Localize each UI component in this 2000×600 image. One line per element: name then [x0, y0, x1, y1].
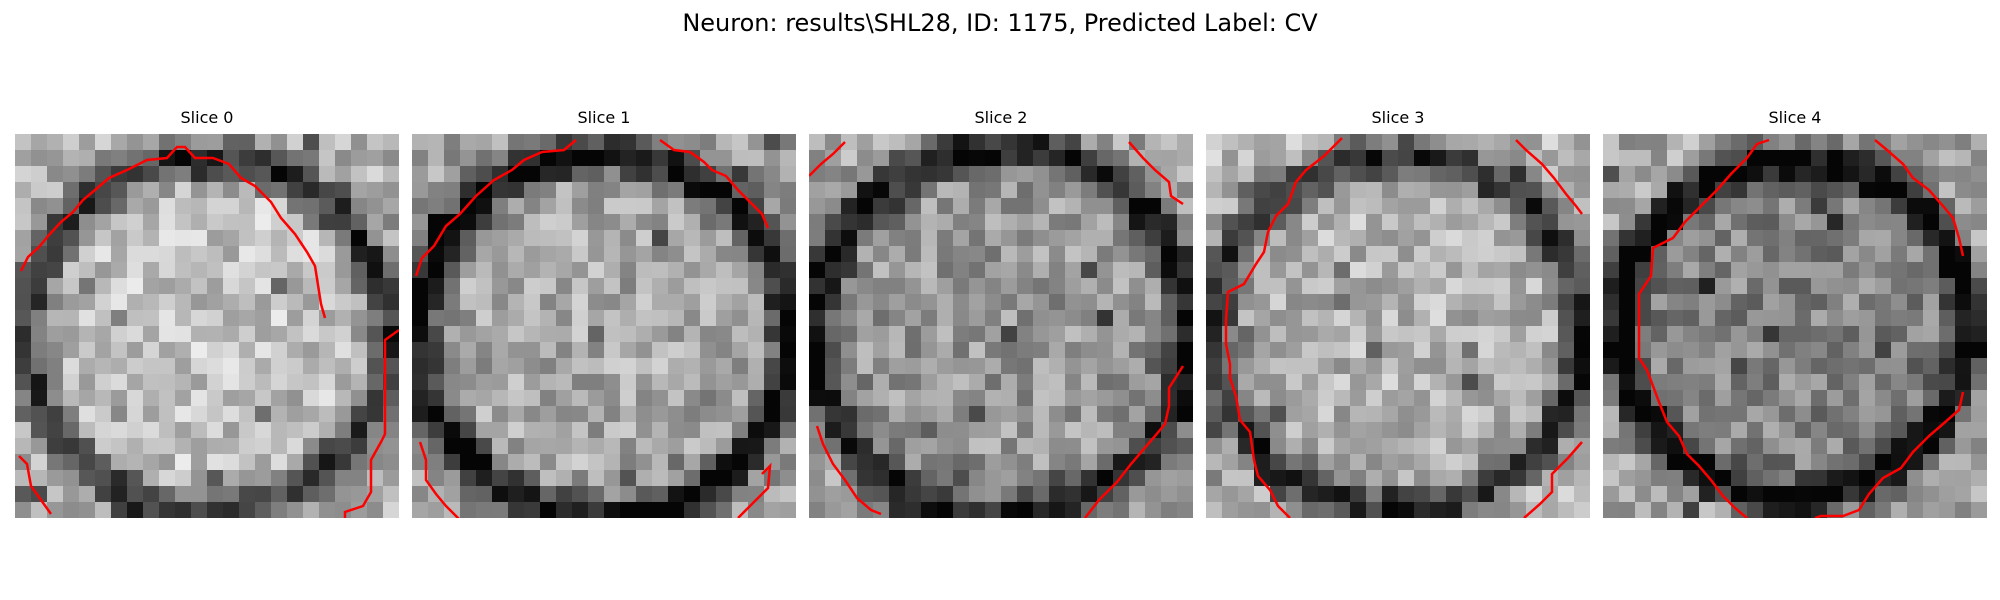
slice-image [1206, 134, 1590, 518]
pixel-grid [412, 134, 796, 518]
pixel-grid [1206, 134, 1590, 518]
slice-title: Slice 2 [974, 108, 1028, 127]
contour-line [1637, 138, 1770, 518]
figure-title: Neuron: results\SHL28, ID: 1175, Predict… [682, 9, 1318, 37]
contour-line [414, 139, 577, 277]
contour-line [815, 425, 882, 516]
contour-line [1814, 391, 1965, 518]
contour-line [1523, 441, 1583, 518]
contour-line [659, 138, 770, 229]
slice-image [412, 134, 796, 518]
contour-line [1128, 141, 1184, 206]
pixel-grid [1603, 134, 1987, 518]
contour-line [737, 462, 772, 518]
contour-line [809, 141, 846, 177]
slice-image [809, 134, 1193, 518]
slice-title: Slice 3 [1371, 108, 1425, 127]
contour-line [19, 145, 327, 319]
pixel-grid [809, 134, 1193, 518]
contour-line [1515, 139, 1583, 215]
pixel-grid [15, 134, 399, 518]
slice-image [15, 134, 399, 518]
slice-title: Slice 1 [577, 108, 631, 127]
contour-line [343, 328, 399, 518]
contour-line [18, 455, 53, 515]
contour-line [1224, 137, 1343, 518]
contour-line [1874, 139, 1965, 257]
contour-line [1084, 365, 1185, 518]
slice-title: Slice 4 [1768, 108, 1822, 127]
slice-image [1603, 134, 1987, 518]
contour-line [418, 441, 460, 518]
slice-title: Slice 0 [180, 108, 234, 127]
